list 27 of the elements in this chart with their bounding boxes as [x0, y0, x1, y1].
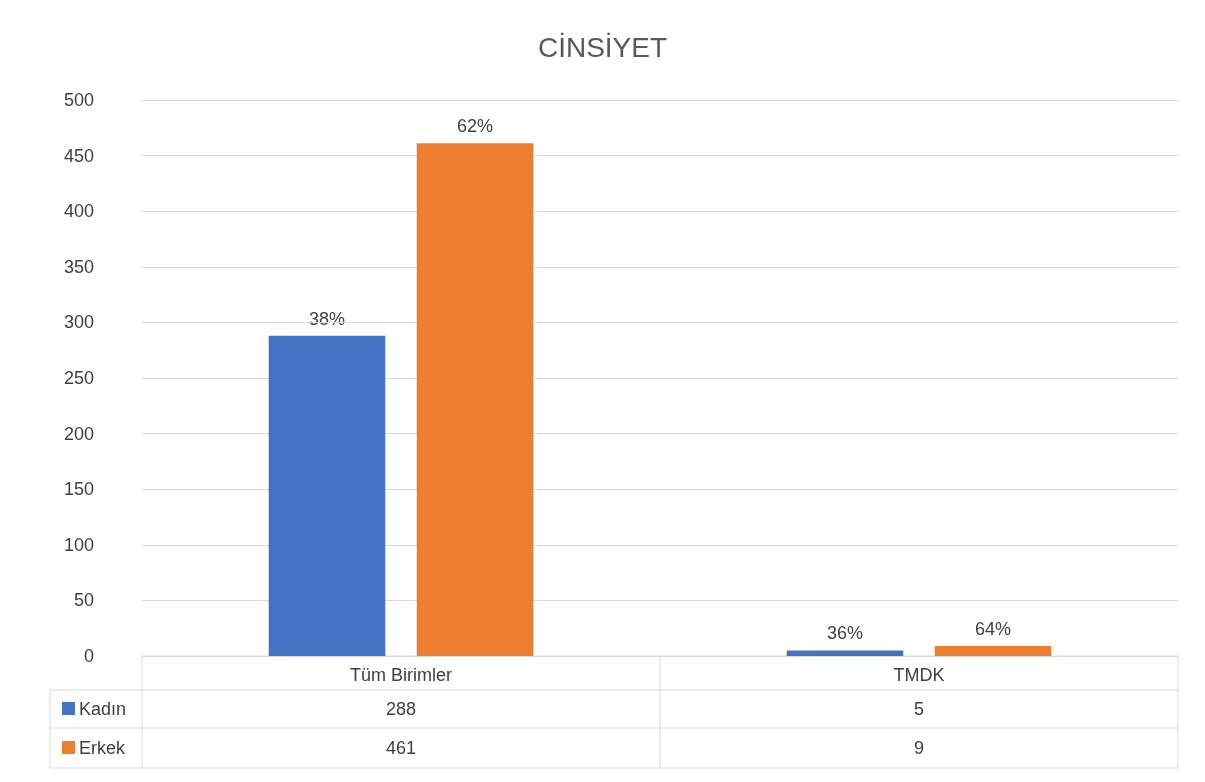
annotation: 62% — [456, 116, 494, 137]
y-tick-label: 400 — [63, 201, 94, 222]
chart-title: CİNSİYET — [537, 31, 668, 63]
x-tick-label: TMDK — [893, 665, 945, 685]
data-label: 288 — [385, 699, 417, 719]
legend-label: Erkek — [79, 738, 127, 758]
bar — [268, 335, 386, 656]
bar — [786, 650, 904, 656]
y-tick-label: 300 — [63, 312, 94, 333]
y-tick-label: 350 — [63, 256, 94, 277]
y-tick-label: 50 — [73, 590, 94, 611]
y-tick-label: 500 — [63, 90, 94, 110]
y-tick-label: 250 — [63, 368, 94, 388]
data-label: 461 — [385, 738, 417, 758]
y-tick-label: 450 — [63, 145, 94, 166]
y-tick-label: 150 — [63, 479, 94, 500]
bar — [416, 143, 534, 656]
data-label: 5 — [913, 699, 925, 719]
legend-label: Kadın — [79, 699, 127, 719]
bar — [934, 645, 1052, 656]
y-tick-label: 200 — [63, 423, 94, 444]
y-tick-label: 0 — [83, 646, 94, 666]
annotation: 36% — [826, 623, 864, 644]
data-label: 9 — [913, 738, 925, 758]
y-tick-label: 100 — [63, 534, 94, 555]
annotation: 64% — [974, 618, 1012, 639]
x-tick-label: Tüm Birimler — [350, 665, 452, 685]
